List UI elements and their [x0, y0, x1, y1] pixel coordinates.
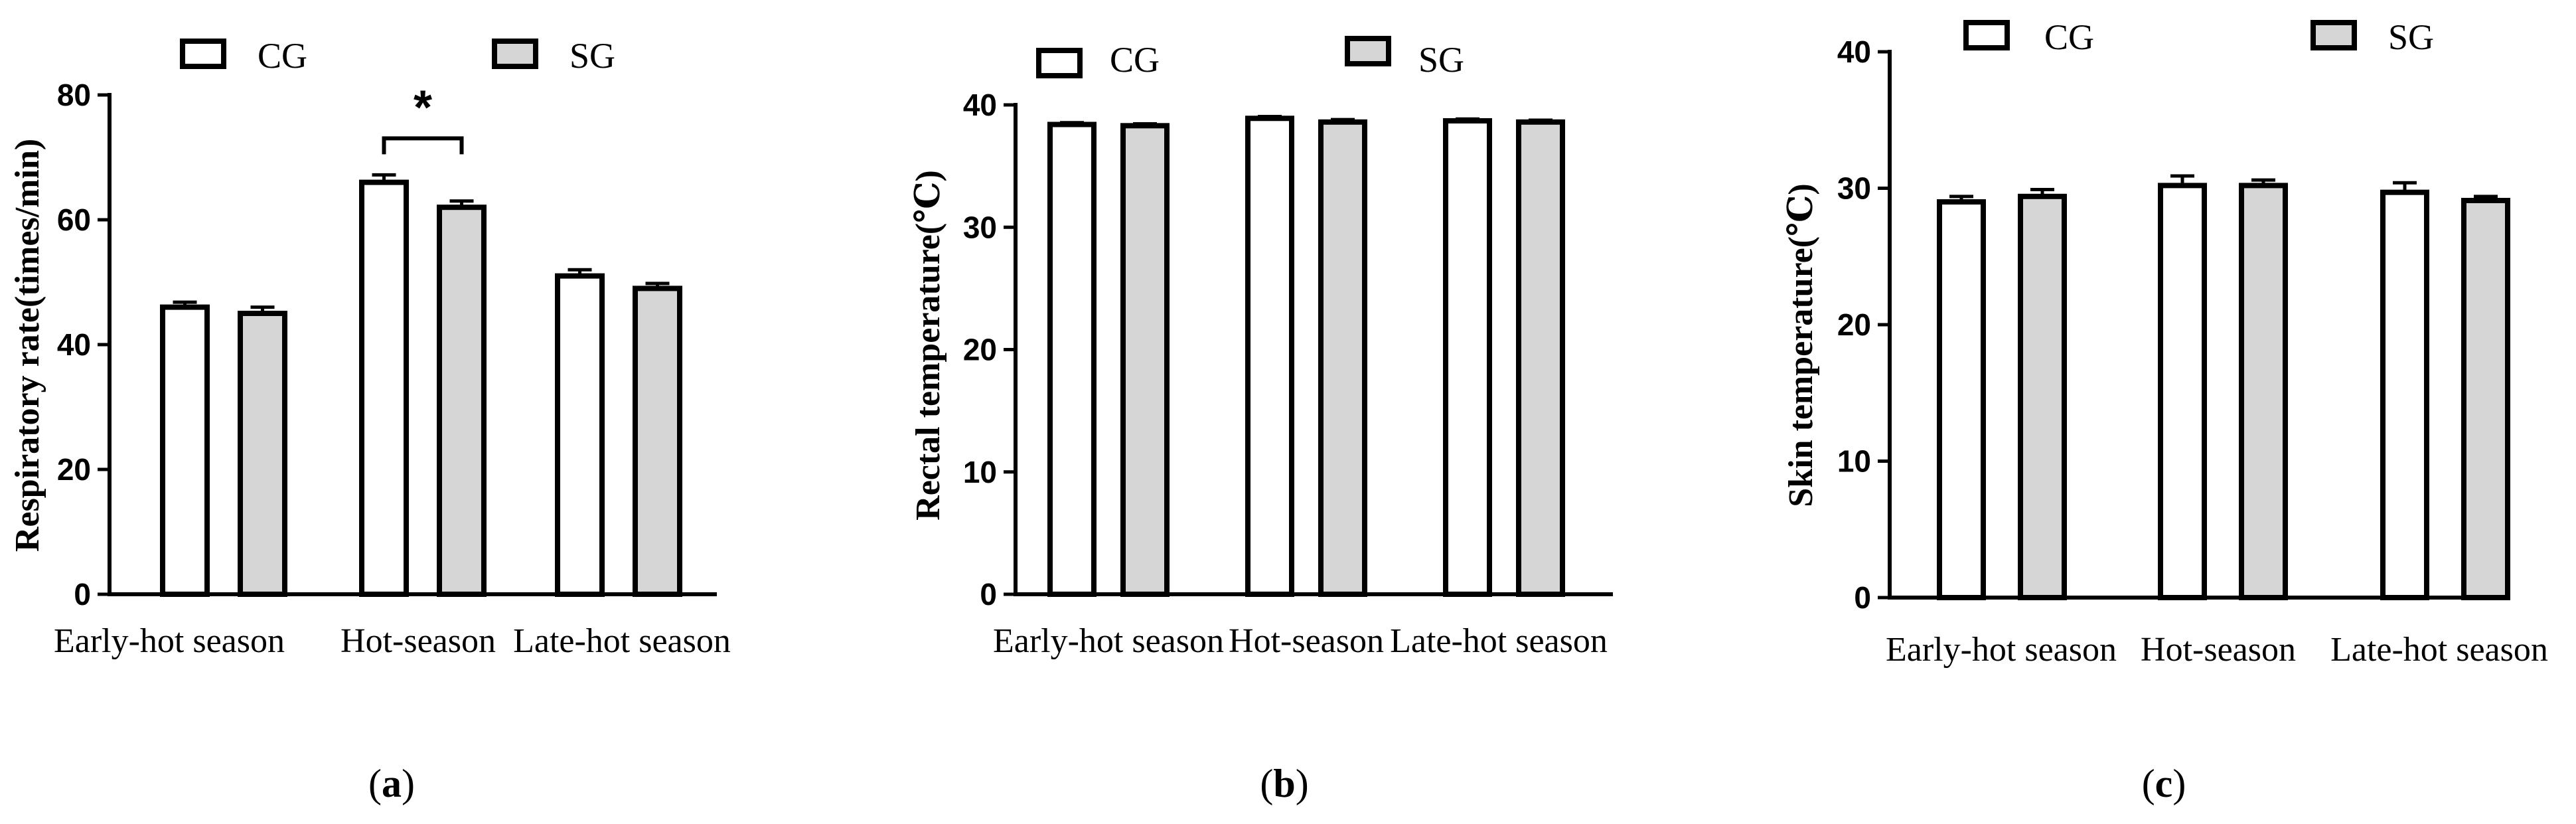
panel-label: (a)	[368, 762, 415, 805]
bar-sg-2	[1516, 119, 1565, 598]
bar-sg-1	[2239, 183, 2288, 600]
bar-cg-2	[2380, 189, 2429, 601]
legend-swatch-sg	[492, 39, 538, 69]
bar-cg-2	[555, 273, 605, 597]
legend-label-sg: SG	[1418, 40, 1464, 80]
x-tick-label: Early-hot season	[54, 622, 285, 660]
y-tick-label: 80	[57, 78, 91, 112]
x-tick-label: Late-hot season	[1390, 622, 1608, 660]
y-axis-label: Rectal temperature(℃)	[909, 170, 947, 521]
y-tick-label: 0	[74, 577, 91, 612]
x-tick-label: Late-hot season	[2330, 631, 2548, 669]
bar-cg-1	[359, 179, 409, 598]
y-tick-label: 30	[1837, 171, 1871, 206]
y-tick-label: 10	[1837, 444, 1871, 479]
y-tick-label: 30	[963, 210, 997, 244]
bar-cg-0	[160, 304, 210, 597]
significance-bracket	[382, 136, 464, 155]
legend-label-cg: CG	[1110, 40, 1160, 80]
y-tick-label: 40	[57, 327, 91, 362]
y-tick-label: 60	[57, 203, 91, 237]
panel-label: (c)	[2142, 762, 2186, 805]
x-tick-label: Hot-season	[2141, 631, 2296, 669]
bar-cg-2	[1443, 118, 1492, 597]
panel-c-chart: 0 10 20 30 40 Skin temperature(℃) Early-hot se…	[1782, 17, 2548, 805]
bar-sg-0	[238, 311, 287, 597]
x-tick-label: Late-hot season	[513, 622, 731, 660]
y-tick-label: 20	[1837, 307, 1871, 342]
legend-swatch-sg	[2311, 20, 2357, 50]
panel-label: (b)	[1260, 762, 1308, 805]
x-tick-label: Early-hot season	[993, 622, 1224, 660]
bar-sg-2	[633, 286, 682, 597]
legend-label-sg: SG	[2388, 17, 2434, 57]
bar-cg-0	[1937, 199, 1986, 600]
legend-label-cg: CG	[258, 36, 307, 76]
y-tick-label: 0	[980, 577, 997, 612]
y-axis-label: Skin temperature(℃)	[1782, 183, 1820, 507]
y-axis-label: Respiratory rate(times/min)	[9, 139, 46, 552]
legend-swatch-cg	[1036, 48, 1083, 78]
bar-sg-2	[2461, 197, 2510, 600]
legend-label-cg: CG	[2044, 17, 2094, 57]
panel-a-chart: 0 20 40 60 80 Respiratory rate(times/min) Earl…	[9, 36, 731, 805]
bar-sg-0	[1120, 123, 1170, 597]
bar-cg-1	[1245, 116, 1294, 597]
legend-swatch-sg	[1345, 36, 1391, 66]
x-tick-label: Hot-season	[341, 622, 496, 660]
y-tick-label: 20	[57, 452, 91, 487]
legend-swatch-cg	[180, 39, 226, 69]
legend-swatch-cg	[1963, 20, 2010, 50]
panel-b-chart: 0 10 20 30 40 Rectal temperature(℃) Early-hot …	[909, 36, 1613, 805]
bar-sg-0	[2018, 193, 2067, 600]
bar-cg-0	[1047, 122, 1097, 598]
bar-sg-1	[1318, 119, 1367, 598]
y-tick-label: 10	[963, 455, 997, 489]
y-tick-label: 20	[963, 333, 997, 367]
y-tick-label: 40	[1837, 35, 1871, 69]
legend-label-sg: SG	[569, 36, 615, 76]
y-tick-label: 0	[1854, 580, 1871, 615]
significance-marker: *	[414, 81, 432, 134]
x-tick-label: Early-hot season	[1886, 631, 2117, 669]
x-tick-label: Hot-season	[1229, 622, 1384, 660]
bar-cg-1	[2158, 183, 2207, 600]
bar-sg-1	[437, 205, 487, 597]
y-tick-label: 40	[963, 88, 997, 122]
